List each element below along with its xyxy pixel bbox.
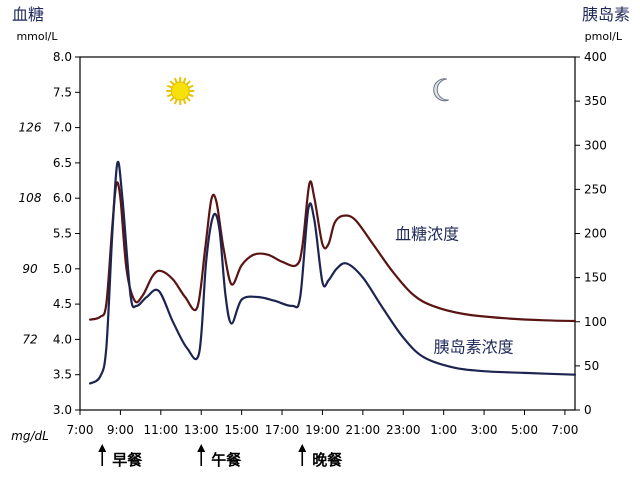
left-axis-tick-label: 5.5 — [53, 227, 72, 241]
x-axis-tick-label: 5:00 — [511, 423, 538, 437]
left-axis-tick-label: 7.0 — [53, 121, 72, 135]
series-label-1: 血糖浓度 — [395, 225, 459, 244]
mg-axis-tick-label: 72 — [22, 332, 37, 346]
sun-ray — [173, 77, 178, 84]
series-label-2: 胰岛素浓度 — [434, 337, 514, 356]
right-axis-tick-label: 150 — [584, 271, 607, 285]
left-axis-tick-label: 6.0 — [53, 191, 72, 205]
mg-axis-unit: mg/dL — [11, 429, 49, 443]
right-axis-tick-label: 100 — [584, 315, 607, 329]
sun-ray — [185, 80, 191, 86]
labels-layer: 3.0 3.5 4.0 4.5 5.0 5.5 6.0 6.5 7.0 7.5 8.0 0 50 100 1… — [11, 5, 630, 443]
mg-axis-tick-label: 126 — [19, 121, 42, 135]
x-axis-tick-label: 3:00 — [471, 423, 498, 437]
sun-ray — [173, 98, 178, 105]
axes-layer — [75, 56, 580, 415]
sun-icon — [166, 77, 195, 105]
x-axis-tick-label: 7:00 — [67, 423, 94, 437]
mg-axis-tick-label: 108 — [19, 191, 42, 205]
left-axis-tick-label: 7.5 — [53, 85, 72, 99]
left-axis-tick-label: 4.0 — [53, 332, 72, 346]
x-axis-tick-label: 21:00 — [346, 423, 381, 437]
right-axis-tick-label: 350 — [584, 94, 607, 108]
sun-ray — [182, 98, 187, 105]
moon-crescent — [433, 78, 449, 102]
sun-ray — [188, 93, 194, 98]
x-axis-tick-label: 1:00 — [430, 423, 457, 437]
moon-icon — [433, 78, 449, 102]
series-layer — [89, 160, 577, 385]
x-axis-tick-label: 13:00 — [184, 423, 219, 437]
sun-ray — [188, 84, 194, 89]
right-axis-tick-label: 200 — [584, 227, 607, 241]
x-axis-tick-label: 9:00 — [107, 423, 134, 437]
right-axis-unit: pmol/L — [585, 30, 623, 43]
meal-marker: 晚餐 — [298, 444, 343, 469]
arrow-head-icon — [197, 444, 206, 452]
left-axis-title: 血糖 — [12, 5, 44, 24]
arrow-head-icon — [298, 444, 307, 452]
left-axis-tick-label: 4.5 — [53, 297, 72, 311]
x-axis-tick-label: 7:00 — [551, 423, 578, 437]
series-line-2 — [89, 160, 577, 385]
right-axis-tick-label: 400 — [584, 50, 607, 64]
meal-label: 晚餐 — [312, 451, 343, 469]
sun-ray — [169, 80, 175, 86]
sun-ray — [185, 96, 191, 102]
x-axis-tick-label: 15:00 — [224, 423, 259, 437]
sun-ray — [166, 93, 173, 98]
x-axis-tick-label: 23:00 — [386, 423, 421, 437]
x-axis-tick-label: 11:00 — [144, 423, 179, 437]
left-axis-tick-label: 3.0 — [53, 403, 72, 417]
right-axis-title: 胰岛素 — [582, 5, 630, 24]
mg-axis-tick-label: 90 — [22, 262, 38, 276]
sun-ray — [182, 77, 187, 84]
sun-ray — [169, 96, 175, 102]
sun-disc — [170, 81, 190, 101]
decoration-layer: 早餐 午餐 晚餐 — [98, 77, 449, 469]
x-axis-tick-label: 19:00 — [305, 423, 340, 437]
left-axis-tick-label: 6.5 — [53, 156, 72, 170]
meal-label: 午餐 — [211, 451, 242, 469]
left-axis-unit: mmol/L — [16, 30, 58, 43]
right-axis-tick-label: 250 — [584, 182, 607, 196]
right-axis-tick-label: 300 — [584, 138, 607, 152]
plot-frame — [79, 56, 576, 411]
right-axis-tick-label: 50 — [584, 359, 599, 373]
right-axis-tick-label: 0 — [584, 403, 592, 417]
left-axis-tick-label: 3.5 — [53, 368, 72, 382]
meal-label: 早餐 — [112, 451, 143, 469]
sun-ray — [166, 84, 173, 89]
meal-marker: 午餐 — [197, 444, 242, 469]
x-axis-tick-label: 17:00 — [265, 423, 300, 437]
left-axis-tick-label: 8.0 — [53, 50, 72, 64]
meal-marker: 早餐 — [98, 444, 143, 469]
left-axis-tick-label: 5.0 — [53, 262, 72, 276]
arrow-head-icon — [98, 444, 107, 452]
